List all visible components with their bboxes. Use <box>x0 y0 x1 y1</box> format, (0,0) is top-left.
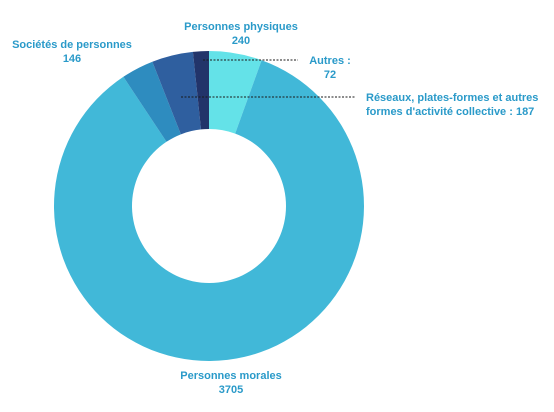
label-autres-name: Autres : <box>309 55 351 67</box>
label-reseaux: Réseaux, plates-formes et autres formes … <box>366 91 538 119</box>
label-personnes-physiques-name: Personnes physiques <box>184 21 298 33</box>
slice-soci-t-s-de-personnes <box>123 61 181 142</box>
slice-personnes-physiques <box>209 51 262 134</box>
label-reseaux-line1: Réseaux, plates-formes et autres <box>366 92 539 104</box>
label-personnes-physiques: Personnes physiques 240 <box>166 20 316 48</box>
label-reseaux-line2: formes d'activité collective : 187 <box>366 106 535 118</box>
label-personnes-morales: Personnes morales 3705 <box>156 369 306 397</box>
label-personnes-morales-value: 3705 <box>218 384 244 396</box>
slice-personnes-morales <box>53 60 364 361</box>
label-personnes-morales-name: Personnes morales <box>180 370 282 382</box>
label-personnes-physiques-value: 240 <box>231 35 251 47</box>
donut-slices <box>53 51 364 361</box>
slice-r-seaux-plates-formes-et-autres-formes-d-activit-collective <box>152 51 202 135</box>
label-societes-de-personnes: Sociétés de personnes 146 <box>2 38 142 66</box>
label-societes-de-personnes-value: 146 <box>62 53 82 65</box>
label-autres-value: 72 <box>323 69 337 81</box>
label-societes-de-personnes-name: Sociétés de personnes <box>12 39 132 51</box>
label-autres: Autres : 72 <box>304 54 356 82</box>
slice-autres <box>192 51 209 130</box>
